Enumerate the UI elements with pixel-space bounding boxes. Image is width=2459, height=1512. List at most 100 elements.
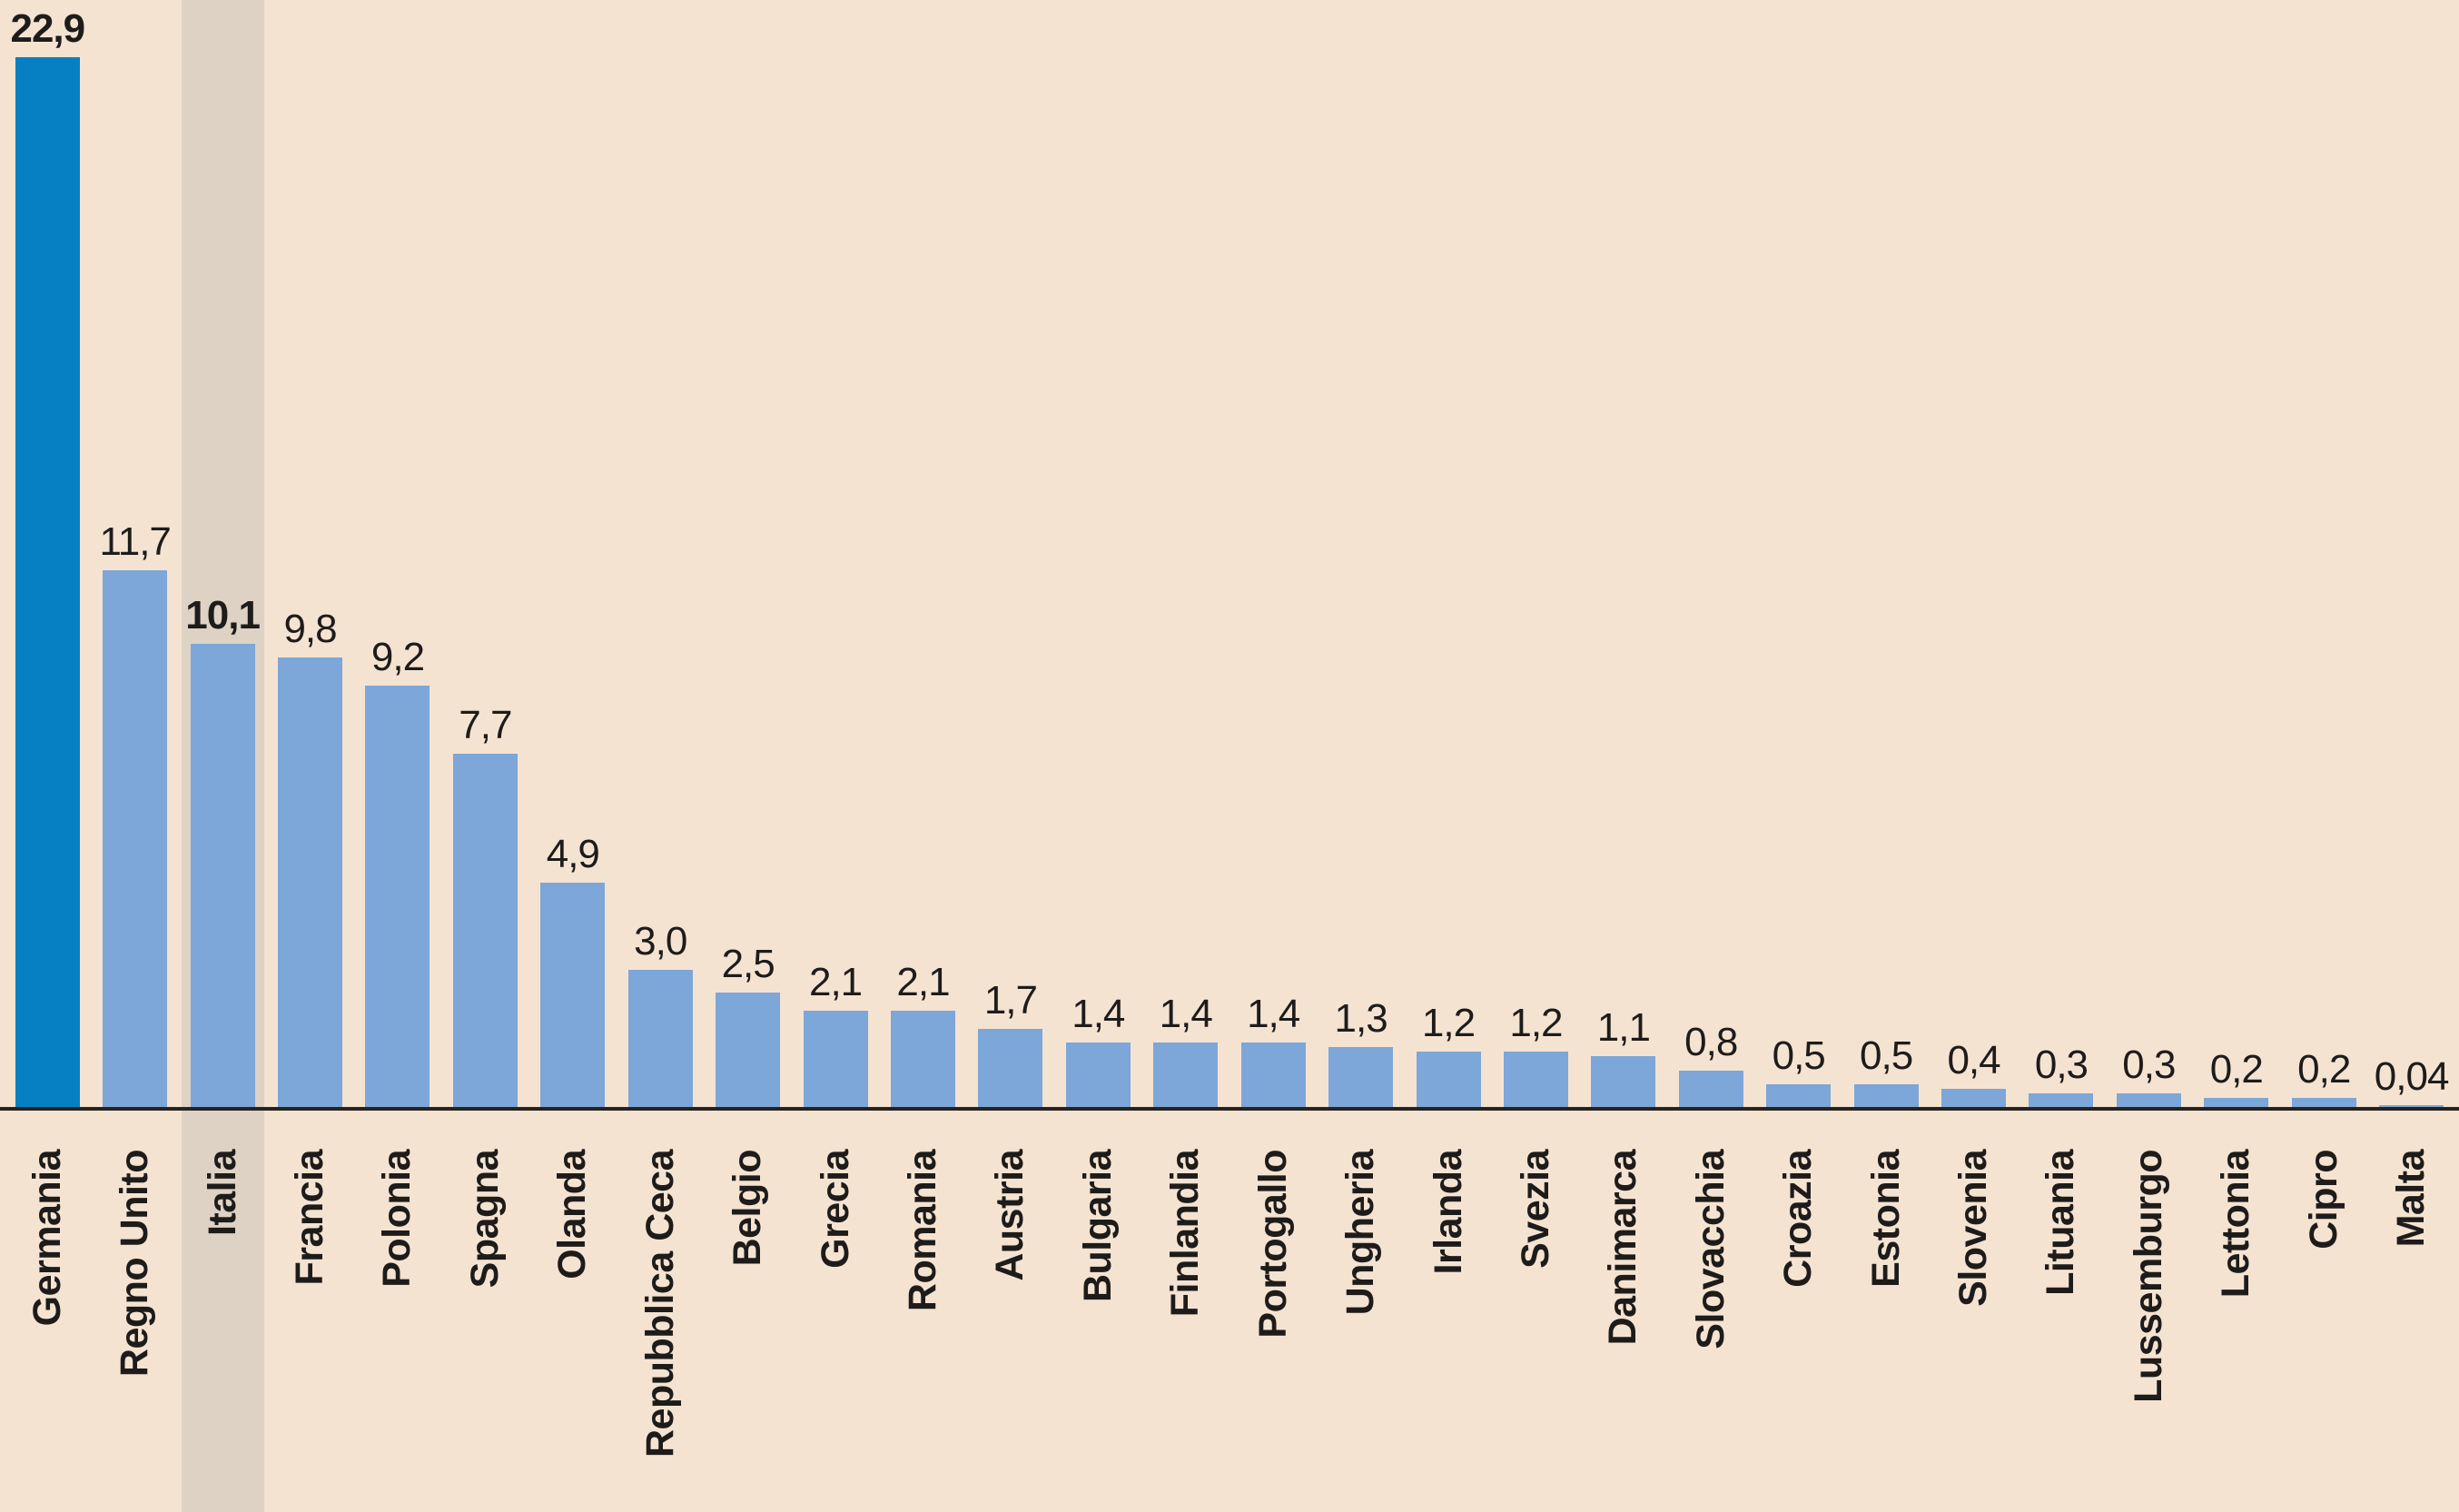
bar-lettonia bbox=[2204, 1097, 2269, 1107]
bar-finlandia bbox=[1153, 1043, 1219, 1107]
value-label-svezia: 1,2 bbox=[1509, 1001, 1563, 1046]
bar-bulgaria bbox=[1065, 1043, 1131, 1107]
value-label-lettonia: 0,2 bbox=[2209, 1046, 2264, 1092]
bar-cipro bbox=[2291, 1097, 2356, 1107]
x-label-text-olanda: Olanda bbox=[550, 1150, 595, 1280]
x-label-repubblica-ceca: Repubblica Ceca bbox=[617, 1111, 704, 1512]
bar-danimarca bbox=[1591, 1056, 1656, 1107]
value-label-cipro: 0,2 bbox=[2297, 1046, 2351, 1092]
column-portogallo: 1,4 bbox=[1230, 994, 1317, 1107]
x-label-text-irlanda: Irlanda bbox=[1426, 1150, 1470, 1275]
column-polonia: 9,2 bbox=[354, 637, 441, 1107]
value-label-malta: 0,04 bbox=[2374, 1053, 2450, 1099]
column-slovacchia: 0,8 bbox=[1667, 1019, 1754, 1107]
bar-italia bbox=[190, 644, 255, 1107]
column-romania: 2,1 bbox=[880, 963, 967, 1107]
bar-lussemburgo bbox=[2116, 1092, 2181, 1107]
bar-portogallo bbox=[1240, 1043, 1306, 1107]
value-label-polonia: 9,2 bbox=[370, 634, 425, 679]
value-label-ungheria: 1,3 bbox=[1334, 996, 1388, 1042]
value-label-lussemburgo: 0,3 bbox=[2122, 1042, 2176, 1087]
x-label-slovacchia: Slovacchia bbox=[1667, 1111, 1754, 1512]
column-lettonia: 0,2 bbox=[2193, 1046, 2280, 1107]
bar-slovacchia bbox=[1678, 1070, 1743, 1107]
x-label-irlanda: Irlanda bbox=[1405, 1111, 1492, 1512]
column-italia: 10,1 bbox=[179, 596, 266, 1107]
bar-repubblica-ceca bbox=[627, 969, 693, 1107]
value-label-belgio: 2,5 bbox=[721, 941, 775, 986]
bar-irlanda bbox=[1416, 1052, 1481, 1107]
bar-polonia bbox=[365, 685, 430, 1107]
column-malta: 0,04 bbox=[2368, 1053, 2455, 1107]
column-lituania: 0,3 bbox=[2018, 1042, 2105, 1107]
x-label-text-germania: Germania bbox=[25, 1150, 69, 1327]
x-axis-line bbox=[0, 1107, 2459, 1111]
x-label-text-lettonia: Lettonia bbox=[2214, 1150, 2258, 1299]
column-cipro: 0,2 bbox=[2280, 1046, 2367, 1107]
bar-malta bbox=[2379, 1104, 2444, 1107]
x-axis-labels: Germania Regno Unito Italia Francia Polonia S… bbox=[0, 1111, 2459, 1512]
x-label-text-repubblica-ceca: Repubblica Ceca bbox=[637, 1150, 682, 1458]
x-label-text-estonia: Estonia bbox=[1863, 1150, 1908, 1288]
value-label-olanda: 4,9 bbox=[546, 831, 600, 876]
x-label-germania: Germania bbox=[4, 1111, 91, 1512]
column-slovenia: 0,4 bbox=[1931, 1040, 2018, 1107]
column-bulgaria: 1,4 bbox=[1054, 994, 1141, 1107]
column-estonia: 0,5 bbox=[1842, 1033, 1930, 1107]
x-label-text-portogallo: Portogallo bbox=[1250, 1150, 1295, 1339]
bar-ungheria bbox=[1328, 1047, 1394, 1107]
x-label-lussemburgo: Lussemburgo bbox=[2105, 1111, 2192, 1512]
bar-olanda bbox=[540, 882, 606, 1107]
x-label-malta: Malta bbox=[2368, 1111, 2455, 1512]
x-label-estonia: Estonia bbox=[1842, 1111, 1930, 1512]
x-label-text-lituania: Lituania bbox=[2039, 1150, 2083, 1296]
column-finlandia: 1,4 bbox=[1142, 994, 1230, 1107]
x-label-text-spagna: Spagna bbox=[462, 1150, 507, 1289]
x-label-text-grecia: Grecia bbox=[813, 1150, 857, 1269]
bar-croazia bbox=[1766, 1083, 1832, 1107]
x-label-olanda: Olanda bbox=[529, 1111, 617, 1512]
column-grecia: 2,1 bbox=[792, 963, 879, 1107]
column-danimarca: 1,1 bbox=[1580, 1008, 1667, 1107]
column-regno-unito: 11,7 bbox=[92, 522, 179, 1107]
bar-romania bbox=[891, 1011, 955, 1107]
column-ungheria: 1,3 bbox=[1318, 999, 1405, 1107]
column-croazia: 0,5 bbox=[1755, 1033, 1842, 1107]
x-label-text-austria: Austria bbox=[988, 1150, 1032, 1281]
x-label-text-slovenia: Slovenia bbox=[1951, 1150, 1996, 1307]
x-label-text-polonia: Polonia bbox=[375, 1150, 420, 1288]
x-label-text-cipro: Cipro bbox=[2301, 1150, 2345, 1250]
x-label-finlandia: Finlandia bbox=[1142, 1111, 1230, 1512]
bar-austria bbox=[978, 1029, 1043, 1107]
column-repubblica-ceca: 3,0 bbox=[617, 921, 704, 1107]
x-label-text-regno-unito: Regno Unito bbox=[113, 1150, 157, 1378]
column-svezia: 1,2 bbox=[1492, 1003, 1579, 1107]
column-spagna: 7,7 bbox=[441, 706, 528, 1107]
x-label-text-belgio: Belgio bbox=[726, 1150, 770, 1267]
value-label-regno-unito: 11,7 bbox=[99, 519, 172, 565]
value-label-danimarca: 1,1 bbox=[1596, 1005, 1651, 1051]
value-label-lituania: 0,3 bbox=[2034, 1042, 2089, 1087]
value-label-estonia: 0,5 bbox=[1860, 1033, 1913, 1078]
x-label-text-malta: Malta bbox=[2389, 1150, 2434, 1248]
x-label-polonia: Polonia bbox=[354, 1111, 441, 1512]
x-label-danimarca: Danimarca bbox=[1580, 1111, 1667, 1512]
value-label-austria: 1,7 bbox=[983, 978, 1038, 1023]
column-lussemburgo: 0,3 bbox=[2105, 1042, 2192, 1107]
x-label-portogallo: Portogallo bbox=[1230, 1111, 1317, 1512]
bar-regno-unito bbox=[103, 570, 168, 1107]
value-label-irlanda: 1,2 bbox=[1421, 1001, 1476, 1046]
x-label-text-danimarca: Danimarca bbox=[1601, 1150, 1645, 1346]
x-label-text-ungheria: Ungheria bbox=[1338, 1150, 1383, 1316]
x-label-italia: Italia bbox=[179, 1111, 266, 1512]
x-label-belgio: Belgio bbox=[705, 1111, 792, 1512]
x-label-text-svezia: Svezia bbox=[1513, 1150, 1557, 1269]
value-label-croazia: 0,5 bbox=[1772, 1033, 1826, 1078]
x-label-bulgaria: Bulgaria bbox=[1054, 1111, 1141, 1512]
column-olanda: 4,9 bbox=[529, 831, 617, 1107]
bar-spagna bbox=[452, 754, 518, 1107]
column-germania: 22,9 bbox=[4, 9, 91, 1107]
value-label-italia: 10,1 bbox=[185, 593, 261, 638]
value-label-slovacchia: 0,8 bbox=[1684, 1019, 1738, 1064]
